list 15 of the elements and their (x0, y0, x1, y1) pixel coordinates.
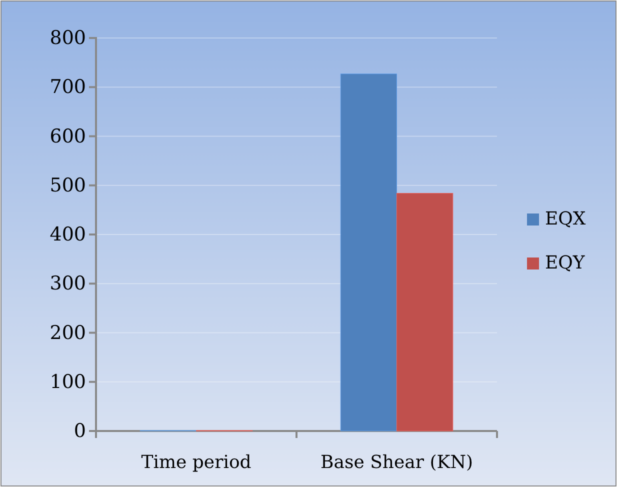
text: EQX (545, 208, 586, 230)
y-tick-label: 700 (50, 76, 86, 98)
legend-label: EQY (545, 252, 586, 274)
bar (396, 192, 454, 432)
y-tick-label: 800 (50, 27, 86, 50)
bar (340, 74, 397, 432)
y-tick-label: 400 (50, 224, 86, 246)
y-tick-label: 100 (50, 370, 86, 393)
x-tick-label: Time period (141, 452, 252, 474)
y-tick-label: 200 (50, 322, 86, 344)
y-tick-label: 300 (50, 272, 86, 295)
y-tick-label: 0 (74, 420, 86, 442)
y-tick-label: 600 (50, 125, 86, 148)
y-tick-label: 500 (50, 174, 86, 196)
x-tick-label: Base Shear (KN) (320, 452, 473, 474)
